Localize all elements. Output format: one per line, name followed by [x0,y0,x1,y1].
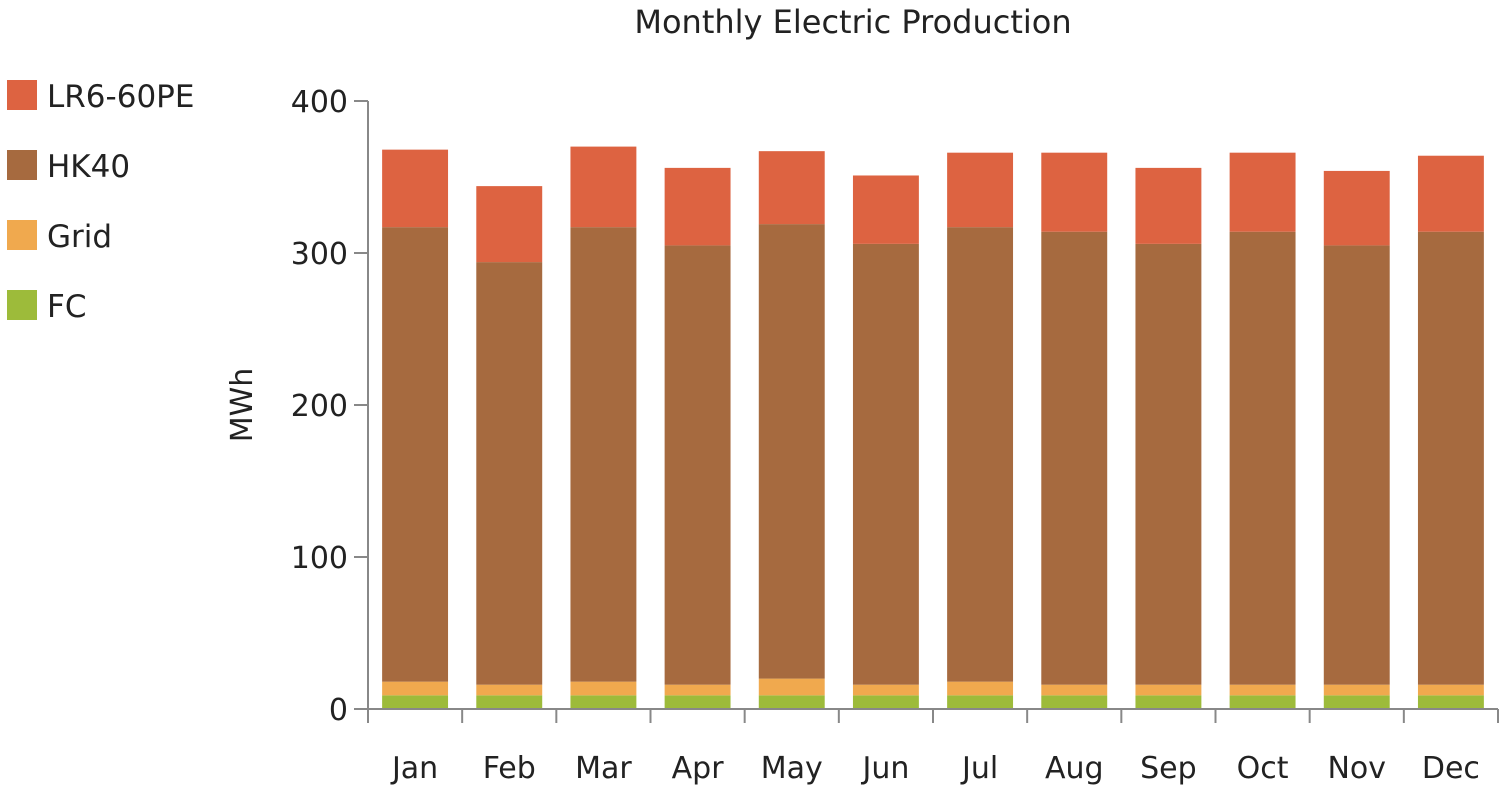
bar-fc-oct [1229,695,1296,709]
x-tick-label: Apr [672,751,725,786]
bar-stack-nov [1323,170,1390,709]
bar-lr6-60pe-aug [1041,152,1108,232]
x-tick-label: Oct [1237,751,1289,786]
bar-lr6-60pe-apr [664,167,731,246]
y-tick-label: 200 [291,389,348,424]
bar-grid-apr [664,684,731,696]
bar-fc-aug [1041,695,1108,709]
x-tick-label: Nov [1327,751,1386,786]
bar-hk40-nov [1323,245,1390,685]
bar-stack-oct [1229,152,1296,709]
bar-hk40-oct [1229,231,1296,685]
bar-grid-dec [1417,684,1484,696]
bar-hk40-feb [476,262,543,685]
bar-grid-jun [852,684,919,696]
bar-stack-jan [382,149,449,709]
x-axis: Jan Feb Mar Apr May Jun Jul Aug Sep Oct Nov Dec [367,708,1499,786]
bar-lr6-60pe-dec [1417,155,1484,232]
bar-fc-sep [1135,695,1202,709]
bar-stack-aug [1041,152,1108,709]
bar-hk40-aug [1041,231,1108,685]
bar-stack-mar [570,146,637,709]
bar-lr6-60pe-mar [570,146,637,228]
legend-swatch-grid [7,220,37,250]
bar-stack-dec [1417,155,1484,709]
x-tick-label: Mar [575,751,632,786]
x-tick-label: Jun [860,751,909,786]
x-tick-label: Dec [1422,751,1480,786]
bar-grid-mar [570,681,637,696]
x-tick-label: Aug [1045,751,1104,786]
bar-stack-may [758,151,825,709]
legend-label-fc: FC [47,289,86,325]
bar-fc-apr [664,695,731,709]
bar-fc-jan [382,695,449,709]
bar-fc-mar [570,695,637,709]
x-tick-label: May [761,751,823,786]
x-tick-label: Feb [483,751,536,786]
bar-lr6-60pe-jun [852,175,919,244]
bar-fc-dec [1417,695,1484,709]
bar-stack-apr [664,167,731,709]
legend-swatch-hk40 [7,150,37,180]
bar-grid-feb [476,684,543,696]
bar-lr6-60pe-jul [947,152,1014,228]
bar-fc-may [758,695,825,709]
bar-fc-jul [947,695,1014,709]
bar-grid-may [758,678,825,696]
legend-label-hk40: HK40 [47,149,130,185]
x-tick-label: Sep [1140,751,1197,786]
y-tick-label: 300 [291,237,348,272]
y-tick-label: 100 [291,541,348,576]
bar-stack-sep [1135,167,1202,709]
bar-hk40-mar [570,227,637,682]
bar-grid-sep [1135,684,1202,696]
bar-grid-nov [1323,684,1390,696]
y-axis-label: MWh [225,368,260,443]
legend-label-grid: Grid [47,219,112,255]
x-tick-label: Jul [960,751,998,786]
bar-lr6-60pe-jan [382,149,449,228]
bar-grid-aug [1041,684,1108,696]
bar-hk40-jan [382,227,449,682]
bar-stack-jul [947,152,1014,709]
bar-grid-oct [1229,684,1296,696]
bar-lr6-60pe-oct [1229,152,1296,232]
y-axis: 0 100 200 300 400 [291,85,369,728]
bar-grid-jan [382,681,449,696]
bar-lr6-60pe-nov [1323,170,1390,246]
chart-title: Monthly Electric Production [634,3,1071,41]
bars [382,146,1484,709]
bar-hk40-apr [664,245,731,685]
bar-lr6-60pe-feb [476,186,543,263]
y-tick-label: 0 [329,693,348,728]
bar-fc-feb [476,695,543,709]
bar-hk40-dec [1417,231,1484,685]
legend-swatch-fc [7,290,37,320]
bar-hk40-jul [947,227,1014,682]
y-tick-label: 400 [291,85,348,120]
bar-grid-jul [947,681,1014,696]
bar-hk40-sep [1135,243,1202,685]
bar-lr6-60pe-sep [1135,167,1202,244]
bar-stack-feb [476,186,543,709]
legend: LR6-60PE HK40 Grid FC [7,79,194,325]
bar-hk40-jun [852,243,919,685]
bar-hk40-may [758,224,825,679]
x-tick-label: Jan [390,751,438,786]
legend-swatch-lr6-60pe [7,80,37,110]
bar-fc-nov [1323,695,1390,709]
bar-fc-jun [852,695,919,709]
bar-stack-jun [852,175,919,709]
bar-lr6-60pe-may [758,151,825,225]
legend-label-lr6-60pe: LR6-60PE [47,79,194,115]
